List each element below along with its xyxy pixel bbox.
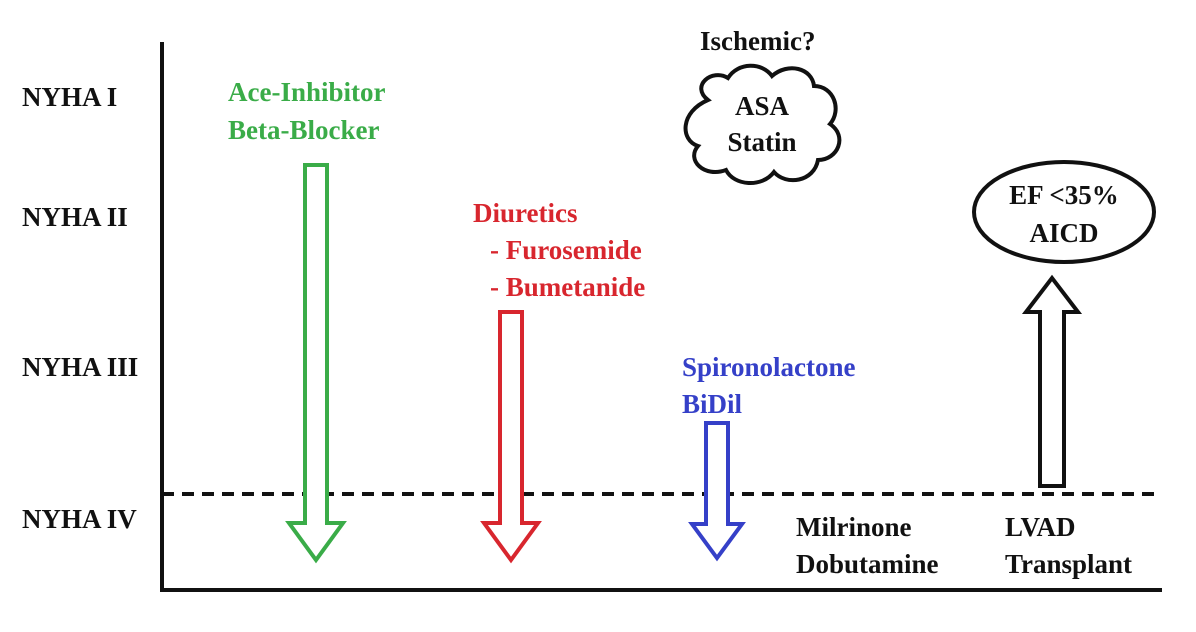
ef-threshold-label: EF <35% [1009,180,1119,210]
bidil-label: BiDil [682,389,743,419]
nyha-level-1-label: NYHA I [22,82,117,112]
ischemic-question-label: Ischemic? [700,26,815,56]
diuretics-label: Diuretics [473,198,577,228]
spironolactone-label: Spironolactone [682,352,856,382]
ace-beta-arrow-down [285,163,347,564]
transplant-label: Transplant [1005,549,1132,579]
nyha-level-2-label: NYHA II [22,202,128,232]
aicd-arrow-up [1021,274,1083,488]
diuretics-arrow-down [480,310,542,564]
asa-label: ASA [735,91,790,121]
nyha-level-4-label: NYHA IV [22,504,137,534]
nyha-level-3-label: NYHA III [22,352,138,382]
ischemic-cloud-shape [683,63,842,186]
ef-aicd-ellipse [972,160,1156,264]
statin-label: Statin [727,127,796,157]
ace-inhibitor-label: Ace-Inhibitor [228,77,386,107]
furosemide-label: - Furosemide [490,235,642,265]
bumetanide-label: - Bumetanide [490,272,645,302]
beta-blocker-label: Beta-Blocker [228,115,379,145]
aicd-label: AICD [1029,218,1098,248]
milrinone-label: Milrinone [796,512,912,542]
lvad-label: LVAD [1005,512,1076,542]
spironolactone-arrow-down [688,421,746,562]
dobutamine-label: Dobutamine [796,549,939,579]
